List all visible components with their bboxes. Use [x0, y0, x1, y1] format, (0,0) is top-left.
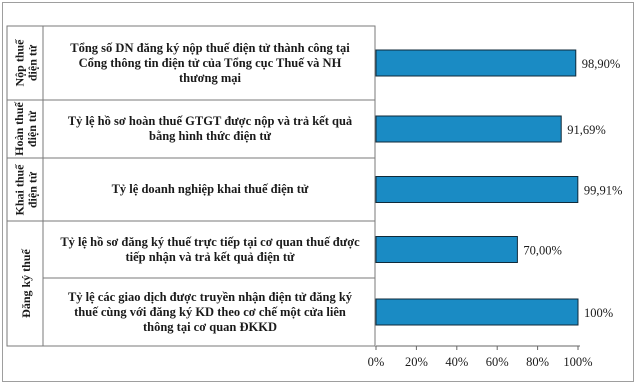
- bar-value-label: 98,90%: [582, 57, 621, 71]
- group-label: Hoàn thuế điện tử: [12, 102, 39, 156]
- category-label: Tỷ lệ hồ sơ hoàn thuế GTGT được nộp và t…: [67, 114, 353, 143]
- bar-chart: 0% 20% 40% 60% 80% 100% 98,90% 91,69% 99,91% 70,0…: [6, 25, 623, 369]
- group-label: Nộp thuế điện tử: [12, 39, 40, 87]
- x-tick-label: 100%: [563, 355, 592, 369]
- bar-value-label: 91,69%: [567, 123, 606, 137]
- bar: [375, 115, 562, 143]
- x-tick-label: 0%: [368, 355, 385, 369]
- category-label: Tổng số DN đăng ký nộp thuế điện tử thàn…: [70, 40, 350, 85]
- group-label: Khai thuế điện tử: [12, 163, 40, 216]
- category-label: Tỷ lệ doanh nghiệp khai thuế điện tử: [111, 182, 309, 196]
- chart-frame: 0% 20% 40% 60% 80% 100% 98,90% 91,69% 99,91% 70,0…: [2, 2, 634, 382]
- x-tick-label: 20%: [405, 355, 428, 369]
- x-tick-label: 60%: [486, 355, 509, 369]
- category-table-border: [6, 25, 376, 347]
- bar-value-label: 99,91%: [584, 184, 623, 198]
- bar-value-label: 100%: [584, 306, 613, 320]
- bar: [375, 236, 518, 263]
- bar: [375, 298, 579, 326]
- category-label: Tỷ lệ các giao dịch được truyền nhận điệ…: [67, 289, 353, 334]
- bar-value-label: 70,00%: [523, 244, 562, 258]
- bar: [375, 176, 579, 203]
- bar: [375, 49, 577, 77]
- x-tick-label: 40%: [445, 355, 468, 369]
- category-label: Tỷ lệ hồ sơ đăng ký thuế trực tiếp tại c…: [60, 234, 360, 264]
- x-tick-label: 80%: [526, 355, 549, 369]
- group-label: Đăng ký thuế: [18, 249, 33, 318]
